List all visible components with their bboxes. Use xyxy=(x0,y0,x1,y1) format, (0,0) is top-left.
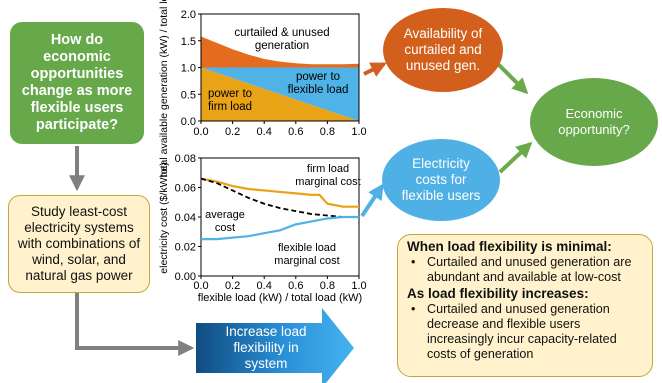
average-cost-label: average cost xyxy=(205,209,245,234)
y-tick-label: 0.0 xyxy=(181,116,196,128)
x-tick-label: 1.0 xyxy=(351,280,366,292)
x-tick-label: 0.0 xyxy=(193,126,208,138)
cost-chart: 0.00 0.02 0.04 0.06 0.08 0.0 0.2 0.4 0.6 0.8 1.0 e… xyxy=(158,153,367,304)
costs-ellipse xyxy=(382,139,500,221)
study-box: Study least-cost electricity systems wit… xyxy=(8,195,150,293)
bullet-symbol: • xyxy=(411,302,416,316)
costs-text: Electricity costs for flexible users xyxy=(401,156,481,203)
y-tick-label: 0.00 xyxy=(175,271,196,283)
x-tick-label: 1.0 xyxy=(351,126,366,138)
flexible-cost-label: flexible load marginal cost xyxy=(274,242,339,267)
y-tick-label: 1.5 xyxy=(181,36,196,48)
x-tick-label: 0.8 xyxy=(320,126,335,138)
flex-arrow-text-wrap: Increase load flexibility in system xyxy=(214,324,318,371)
firm-cost-line xyxy=(200,177,359,208)
cost-chart-axes: 0.00 0.02 0.04 0.06 0.08 0.0 0.2 0.4 0.6 0.8 1.0 xyxy=(175,153,367,292)
y-tick-label: 0.04 xyxy=(175,212,196,224)
curtailed-area xyxy=(201,36,359,68)
y-tick-label: 0.5 xyxy=(181,89,196,101)
cost-chart-lines xyxy=(200,177,359,241)
y-tick-label: 0.08 xyxy=(175,153,196,165)
study-text: Study least-cost electricity systems wit… xyxy=(17,204,141,283)
note-heading-increases: As load flexibility increases: xyxy=(407,286,589,301)
average-cost-line xyxy=(200,177,359,218)
connector-chart-to-costs xyxy=(360,183,384,218)
note-bullet-minimal: • Curtailed and unused generation are ab… xyxy=(407,255,644,285)
note-heading-minimal: When load flexibility is minimal: xyxy=(407,239,612,254)
generation-chart-axes: 0.0 0.5 1.0 1.5 2.0 0.0 0.2 0.4 0.6 0.8 1.0 xyxy=(181,9,367,138)
connector-costs-to-economic xyxy=(498,141,533,174)
availability-text: Availability of curtailed and unused gen… xyxy=(403,26,483,73)
flexible-power-label: power to flexible load xyxy=(288,71,349,96)
question-box: How do economic opportunities change as … xyxy=(10,22,144,144)
note-bullet-increases-text: Curtailed and unused generation decrease… xyxy=(427,302,617,361)
y-tick-label: 0.06 xyxy=(175,183,196,195)
note-bullet-minimal-text: Curtailed and unused generation are abun… xyxy=(427,255,632,284)
x-tick-label: 0.8 xyxy=(320,280,335,292)
question-text: How do economic opportunities change as … xyxy=(21,32,133,133)
firm-power-label: power to firm load xyxy=(208,88,252,113)
x-tick-label: 0.2 xyxy=(225,280,240,292)
note-bullet-increases: • Curtailed and unused generation decrea… xyxy=(407,302,644,362)
y-tick-label: 2.0 xyxy=(181,9,196,21)
x-tick-label: 0.0 xyxy=(193,280,208,292)
cost-chart-xlabel: flexible load (kW) / total load (kW) xyxy=(198,292,362,304)
economic-text: Economic opportunity? xyxy=(558,106,630,137)
cost-chart-ylabel: electricity cost ($/kWhe) xyxy=(158,162,170,273)
y-tick-label: 0.02 xyxy=(175,242,196,254)
x-tick-label: 0.4 xyxy=(257,280,272,292)
note-box: When load flexibility is minimal: • Curt… xyxy=(397,234,653,377)
flex-arrow-text: Increase load flexibility in system xyxy=(225,324,307,371)
y-tick-label: 1.0 xyxy=(181,63,196,75)
availability-ellipse xyxy=(383,8,503,92)
connector-availability-to-economic xyxy=(496,62,529,95)
economic-text-wrap: Economic opportunity? xyxy=(546,100,642,144)
connector-chart-to-availability xyxy=(363,62,387,77)
curtailed-label: curtailed & unused generation xyxy=(234,27,329,52)
firm-cost-label: firm load marginal cost xyxy=(295,163,360,188)
x-tick-label: 0.2 xyxy=(225,126,240,138)
generation-chart-ylabel: total available generation (kW) / total … xyxy=(158,0,170,177)
flexible-cost-line xyxy=(201,215,359,241)
connector-study-to-flex-arrow xyxy=(75,293,195,356)
increase-flexibility-arrow xyxy=(196,308,354,383)
x-tick-label: 0.4 xyxy=(257,126,272,138)
generation-chart: 0.0 0.5 1.0 1.5 2.0 0.0 0.2 0.4 0.6 0.8 1.0 total … xyxy=(158,0,367,177)
economic-ellipse xyxy=(530,78,658,166)
generation-chart-areas xyxy=(201,36,359,121)
costs-text-wrap: Electricity costs for flexible users xyxy=(395,151,487,209)
firm-area xyxy=(201,67,359,121)
bullet-symbol: • xyxy=(411,255,416,269)
availability-text-wrap: Availability of curtailed and unused gen… xyxy=(393,20,493,80)
x-tick-label: 0.6 xyxy=(288,280,303,292)
x-tick-label: 0.6 xyxy=(288,126,303,138)
